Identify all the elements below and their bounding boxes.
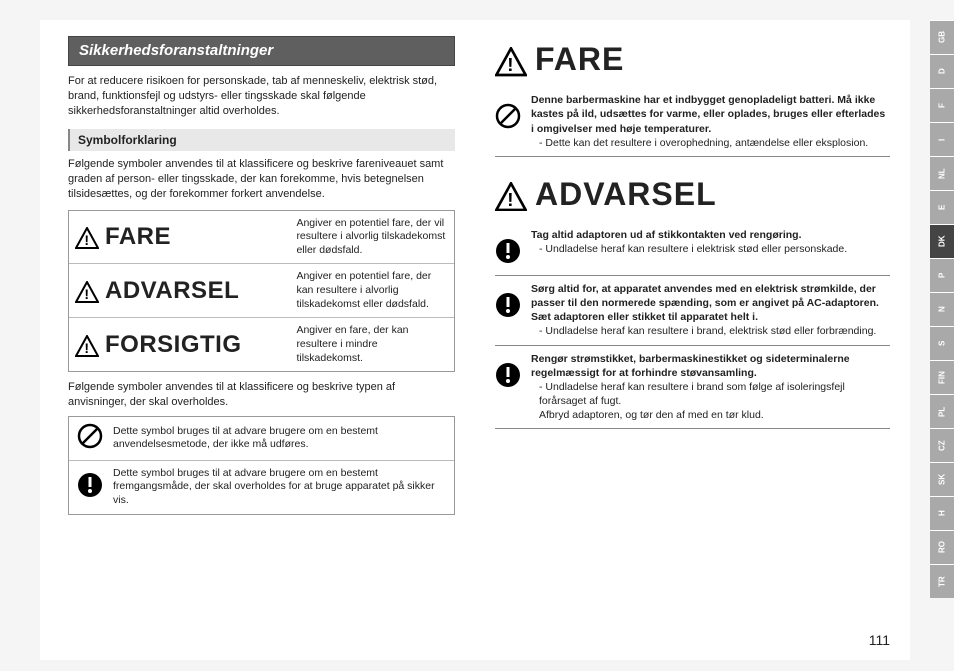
fare-bold: Denne barbermaskine har et indbygget gen… [531, 94, 885, 134]
advarsel-block-3: Rengør strømstikket, barbermaskinestikke… [495, 346, 890, 430]
lang-tab-fin[interactable]: FIN [930, 360, 954, 394]
def-label-text: FORSIGTIG [105, 329, 242, 361]
lang-tab-e[interactable]: E [930, 190, 954, 224]
language-tabs: GBDFINLEDKPNSFINPLCZSKHROTR [930, 20, 954, 598]
lang-tab-nl[interactable]: NL [930, 156, 954, 190]
left-column: Sikkerhedsforanstaltninger For at reduce… [40, 20, 475, 660]
prohibit-icon [495, 93, 521, 150]
svg-text:!: ! [84, 286, 89, 302]
lang-tab-pl[interactable]: PL [930, 394, 954, 428]
advarsel-title: ADVARSEL [535, 173, 717, 216]
mandatory-icon [495, 282, 521, 339]
lang-tab-f[interactable]: F [930, 88, 954, 122]
svg-text:!: ! [507, 189, 515, 210]
def-label-text: ADVARSEL [105, 275, 239, 307]
lang-tab-gb[interactable]: GB [930, 20, 954, 54]
def-label-forsigtig: ! FORSIGTIG [69, 319, 288, 371]
advarsel-block-1: Tag altid adaptoren ud af stikkontakten … [495, 222, 890, 276]
adv-bold: Rengør strømstikket, barbermaskinestikke… [531, 353, 850, 379]
def-row-fare: ! FARE Angiver en potentiel fare, der vi… [69, 211, 454, 265]
def-desc: Angiver en potentiel fare, der vil resul… [288, 211, 454, 264]
sub-title: Symbolforklaring [68, 129, 455, 151]
page-number: 111 [869, 631, 890, 650]
lang-tab-p[interactable]: P [930, 258, 954, 292]
lang-tab-ro[interactable]: RO [930, 530, 954, 564]
intro-text: For at reducere risikoen for personskade… [68, 74, 455, 119]
lang-tab-i[interactable]: I [930, 122, 954, 156]
symbol-text: Dette symbol bruges til at advare bruger… [113, 425, 446, 452]
post-defs-text: Følgende symboler anvendes til at klassi… [68, 380, 455, 410]
svg-text:!: ! [507, 54, 515, 75]
adv-bold: Sørg altid for, at apparatet anvendes me… [531, 283, 879, 323]
def-label-text: FARE [105, 221, 171, 253]
symbol-text: Dette symbol bruges til at advare bruger… [113, 467, 446, 508]
fare-heading: ! FARE [495, 38, 890, 81]
fare-dash: - Dette kan det resultere i overophednin… [531, 136, 890, 150]
warning-triangle-icon: ! [75, 280, 99, 302]
lang-tab-h[interactable]: H [930, 496, 954, 530]
advarsel-text: Sørg altid for, at apparatet anvendes me… [531, 282, 890, 339]
lang-tab-tr[interactable]: TR [930, 564, 954, 598]
section-title: Sikkerhedsforanstaltninger [68, 36, 455, 66]
advarsel-text: Tag altid adaptoren ud af stikkontakten … [531, 228, 890, 269]
manual-page: Sikkerhedsforanstaltninger For at reduce… [40, 20, 910, 660]
mandatory-icon [77, 472, 103, 503]
def-label-advarsel: ! ADVARSEL [69, 265, 288, 317]
def-desc: Angiver en potentiel fare, der kan resul… [288, 264, 454, 317]
def-desc: Angiver en fare, der kan resultere i min… [288, 318, 454, 371]
symbol-table: Dette symbol bruges til at advare bruger… [68, 416, 455, 515]
mandatory-icon [495, 228, 521, 269]
adv-dash: - Undladelse heraf kan resultere i brand… [531, 324, 890, 338]
mandatory-icon [495, 352, 521, 423]
lang-tab-s[interactable]: S [930, 326, 954, 360]
lang-tab-dk[interactable]: DK [930, 224, 954, 258]
def-row-forsigtig: ! FORSIGTIG Angiver en fare, der kan res… [69, 318, 454, 371]
advarsel-block-2: Sørg altid for, at apparatet anvendes me… [495, 276, 890, 346]
fare-text: Denne barbermaskine har et indbygget gen… [531, 93, 890, 150]
sub-intro: Følgende symboler anvendes til at klassi… [68, 157, 455, 202]
lang-tab-cz[interactable]: CZ [930, 428, 954, 462]
advarsel-text: Rengør strømstikket, barbermaskinestikke… [531, 352, 890, 423]
warning-triangle-icon: ! [75, 334, 99, 356]
warning-triangle-icon: ! [495, 179, 527, 209]
warning-triangle-icon: ! [75, 226, 99, 248]
symbol-row-prohibit: Dette symbol bruges til at advare bruger… [69, 417, 454, 461]
def-label-fare: ! FARE [69, 211, 288, 263]
adv-bold: Tag altid adaptoren ud af stikkontakten … [531, 229, 802, 241]
right-column: ! FARE Denne barbermaskine har et indbyg… [475, 20, 910, 660]
definitions-table: ! FARE Angiver en potentiel fare, der vi… [68, 210, 455, 373]
symbol-row-mandatory: Dette symbol bruges til at advare bruger… [69, 461, 454, 514]
lang-tab-n[interactable]: N [930, 292, 954, 326]
adv-dash: - Undladelse heraf kan resultere i brand… [531, 380, 890, 423]
lang-tab-sk[interactable]: SK [930, 462, 954, 496]
advarsel-heading: ! ADVARSEL [495, 173, 890, 216]
fare-title: FARE [535, 38, 624, 81]
prohibit-icon [77, 423, 103, 454]
adv-dash: - Undladelse heraf kan resultere i elekt… [531, 242, 890, 256]
svg-text:!: ! [84, 232, 89, 248]
svg-text:!: ! [84, 340, 89, 356]
warning-triangle-icon: ! [495, 45, 527, 75]
def-row-advarsel: ! ADVARSEL Angiver en potentiel fare, de… [69, 264, 454, 318]
lang-tab-d[interactable]: D [930, 54, 954, 88]
fare-block: Denne barbermaskine har et indbygget gen… [495, 87, 890, 157]
